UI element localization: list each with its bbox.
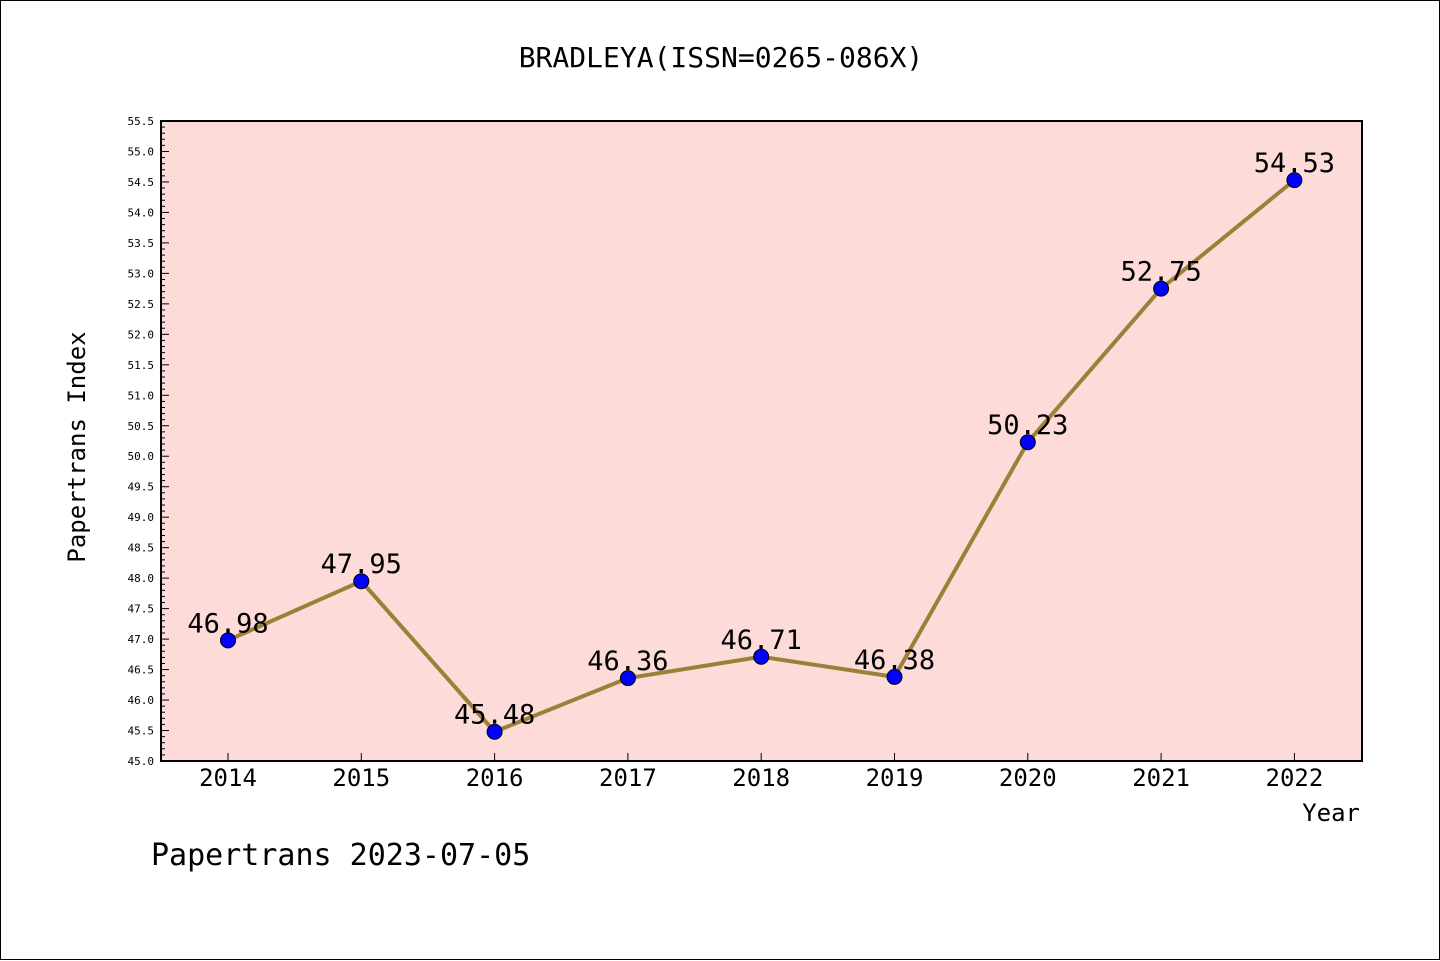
y-tick-label: 45.0 — [128, 755, 155, 768]
data-label-2020: 50.23 — [987, 410, 1068, 441]
y-tick-label: 49.0 — [128, 511, 155, 524]
y-tick-label: 47.5 — [128, 603, 155, 616]
data-point-2022 — [1286, 172, 1303, 189]
series-papertrans-index — [220, 172, 1303, 740]
footer-source-date: Papertrans 2023-07-05 — [151, 838, 530, 873]
y-tick-label: 46.5 — [128, 664, 155, 677]
y-tick-label: 52.5 — [128, 298, 155, 311]
x-tick-label: 2020 — [999, 764, 1057, 792]
y-axis-label: Papertrans Index — [63, 331, 91, 562]
x-axis: 2014 2015 2016 2017 2018 2019 2020 2021 2022 — [199, 753, 1323, 792]
y-tick-label: 54.0 — [128, 206, 155, 219]
y-tick-label: 51.5 — [128, 359, 155, 372]
data-point-2018 — [753, 648, 770, 665]
y-tick-label: 46.0 — [128, 694, 155, 707]
y-tick-label: 53.5 — [128, 237, 155, 250]
y-tick-label: 50.0 — [128, 450, 155, 463]
data-label-2019: 46.38 — [854, 645, 935, 676]
y-axis: 45.0 45.5 46.0 46.5 47.0 47.5 48.0 48.5 49.0 49.5… — [128, 115, 169, 768]
x-axis-label: Year — [1302, 799, 1360, 827]
data-point-2020 — [1019, 434, 1036, 451]
x-tick-label: 2016 — [466, 764, 524, 792]
y-tick-label: 45.5 — [128, 725, 155, 738]
data-label-2014: 46.98 — [187, 608, 268, 639]
y-tick-label: 52.0 — [128, 328, 155, 341]
data-point-2016 — [486, 723, 503, 740]
x-tick-label: 2015 — [332, 764, 390, 792]
data-label-2022: 54.53 — [1254, 148, 1335, 179]
y-tick-label: 48.0 — [128, 572, 155, 585]
y-tick-label: 53.0 — [128, 267, 155, 280]
x-tick-label: 2022 — [1266, 764, 1324, 792]
data-label-2017: 46.36 — [587, 646, 668, 677]
x-tick-label: 2019 — [866, 764, 924, 792]
data-label-2021: 52.75 — [1120, 257, 1201, 288]
y-tick-label: 55.5 — [128, 115, 155, 128]
data-label-2016: 45.48 — [454, 700, 535, 731]
data-point-2017 — [619, 670, 636, 687]
data-point-2015 — [353, 573, 370, 590]
y-tick-label: 54.5 — [128, 176, 155, 189]
y-tick-label: 55.0 — [128, 145, 155, 158]
data-point-2014 — [220, 632, 236, 649]
y-tick-label: 47.0 — [128, 633, 155, 646]
data-label-2015: 47.95 — [321, 549, 402, 580]
plot-area — [160, 120, 1363, 762]
x-tick-label: 2014 — [199, 764, 257, 792]
x-tick-label: 2021 — [1132, 764, 1190, 792]
y-tick-label: 51.0 — [128, 389, 155, 402]
x-tick-label: 2017 — [599, 764, 657, 792]
data-labels: 46.98 47.95 45.48 46.36 46.71 46.38 50.23 52.75… — [187, 148, 1335, 731]
y-tick-label: 48.5 — [128, 542, 155, 555]
data-label-2018: 46.71 — [721, 625, 802, 656]
x-tick-label: 2018 — [732, 764, 790, 792]
chart-title: BRADLEYA(ISSN=0265-086X) — [519, 41, 924, 74]
data-point-2019 — [886, 668, 903, 685]
y-tick-label: 49.5 — [128, 481, 155, 494]
y-tick-label: 50.5 — [128, 420, 155, 433]
data-point-2021 — [1153, 280, 1170, 297]
